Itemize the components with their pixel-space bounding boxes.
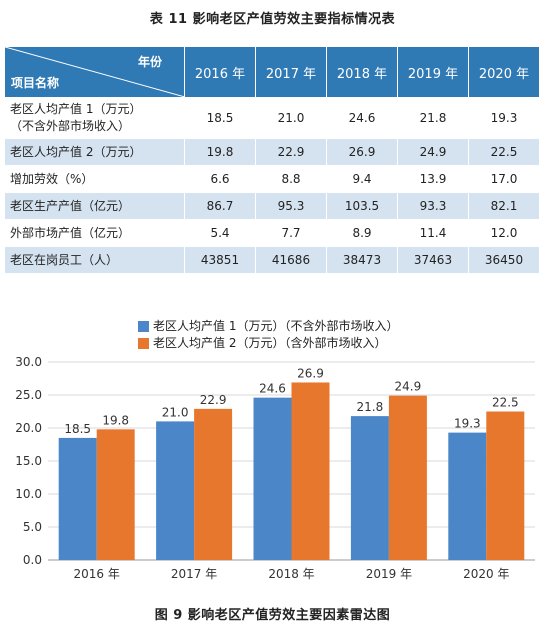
year-header-2018: 2018 年 xyxy=(326,46,398,98)
table-cell: 6.6 xyxy=(184,165,256,193)
year-header-2017: 2017 年 xyxy=(255,46,327,98)
bar-data-label: 24.6 xyxy=(259,382,286,396)
header-year-label: 年份 xyxy=(137,55,162,69)
table-cell: 95.3 xyxy=(255,192,327,220)
x-tick-label: 2018 年 xyxy=(268,567,314,581)
table-cell: 12.0 xyxy=(468,219,540,247)
table-cell: 43851 xyxy=(184,246,256,274)
header-item-label: 项目名称 xyxy=(11,76,60,90)
table-cell: 36450 xyxy=(468,246,540,274)
bar-series-2 xyxy=(486,411,525,560)
bar-data-label: 22.5 xyxy=(492,396,519,410)
bar-series-2 xyxy=(96,429,135,560)
table-cell: 24.9 xyxy=(397,138,469,166)
table-cell: 8.9 xyxy=(326,219,398,247)
y-tick-label: 10.0 xyxy=(15,487,42,501)
table-row: 老区在岗员工（人） 43851 41686 38473 37463 36450 xyxy=(4,246,540,274)
y-tick-label: 30.0 xyxy=(15,355,42,369)
table-cell: 86.7 xyxy=(184,192,256,220)
table-row: 老区生产产值（亿元） 86.7 95.3 103.5 93.3 82.1 xyxy=(4,192,540,220)
bar-data-label: 21.0 xyxy=(162,405,189,419)
x-tick-label: 2019 年 xyxy=(366,567,412,581)
row-label: 外部市场产值（亿元） xyxy=(4,219,185,247)
diagonal-header-cell: 年份 项目名称 xyxy=(4,46,185,98)
row-label: 老区在岗员工（人） xyxy=(4,246,185,274)
table-cell: 41686 xyxy=(255,246,327,274)
legend-label-series-1: 老区人均产值 1（万元）（不含外部市场收入） xyxy=(153,319,399,333)
table-cell: 7.7 xyxy=(255,219,327,247)
x-tick-label: 2016 年 xyxy=(74,567,120,581)
bar-data-label: 19.8 xyxy=(102,413,129,427)
table-cell: 19.8 xyxy=(184,138,256,166)
y-tick-label: 5.0 xyxy=(23,520,42,534)
table-cell: 11.4 xyxy=(397,219,469,247)
table-cell: 5.4 xyxy=(184,219,256,247)
table-cell: 37463 xyxy=(397,246,469,274)
table-title: 表 11 影响老区产值劳效主要指标情况表 xyxy=(149,12,396,27)
bar-data-label: 18.5 xyxy=(64,422,91,436)
table-cell: 103.5 xyxy=(326,192,398,220)
year-header-2016: 2016 年 xyxy=(184,46,256,98)
y-tick-label: 15.0 xyxy=(15,454,42,468)
table-cell: 38473 xyxy=(326,246,398,274)
year-header-2020: 2020 年 xyxy=(468,46,540,98)
table-cell: 9.4 xyxy=(326,165,398,193)
bar-data-label: 21.8 xyxy=(357,400,384,414)
table-cell: 82.1 xyxy=(468,192,540,220)
bar-series-2 xyxy=(194,408,233,560)
row-label: 老区生产产值（亿元） xyxy=(4,192,185,220)
table-row: 增加劳效（%） 6.6 8.8 9.4 13.9 17.0 xyxy=(4,165,540,193)
y-tick-label: 25.0 xyxy=(15,388,42,402)
table-cell: 22.9 xyxy=(255,138,327,166)
table-header-row: 年份 项目名称 2016 年 2017 年 2018 年 2019 年 2020… xyxy=(4,46,540,98)
bar-series-2 xyxy=(291,382,330,560)
table-cell: 24.6 xyxy=(326,97,398,139)
legend-swatch-orange xyxy=(138,338,149,349)
bar-chart: 0.0 5.0 10.0 15.0 20.0 25.0 30.0 18.5 19.8 2016 年… xyxy=(15,355,535,581)
table-cell: 13.9 xyxy=(397,165,469,193)
table-row: 老区人均产值 1（万元） （不含外部市场收入） 18.5 21.0 24.6 21.8 1… xyxy=(4,97,540,139)
table-cell: 8.8 xyxy=(255,165,327,193)
table-row: 老区人均产值 2（万元） 19.8 22.9 26.9 24.9 22.5 xyxy=(4,138,540,166)
table-cell: 22.5 xyxy=(468,138,540,166)
row-label: 老区人均产值 1（万元） （不含外部市场收入） xyxy=(4,97,185,139)
diagonal-line xyxy=(5,47,185,97)
table-cell: 21.8 xyxy=(397,97,469,139)
table-cell: 19.3 xyxy=(468,97,540,139)
x-tick-label: 2017 年 xyxy=(171,567,217,581)
bar-series-1 xyxy=(350,416,389,560)
table-cell: 93.3 xyxy=(397,192,469,220)
row-label: 老区人均产值 2（万元） xyxy=(4,138,185,166)
legend-item-series-1: 老区人均产值 1（万元）（不含外部市场收入） xyxy=(138,318,398,335)
figure-caption: 图 9 影响老区产值劳效主要因素雷达图 xyxy=(154,608,391,623)
bar-series-1 xyxy=(58,437,97,560)
bar-series-1 xyxy=(253,397,292,560)
legend-swatch-blue xyxy=(138,321,149,332)
chart-legend: 老区人均产值 1（万元）（不含外部市场收入） 老区人均产值 2（万元）（含外部市… xyxy=(138,318,398,352)
x-tick-label: 2020 年 xyxy=(463,567,509,581)
legend-item-series-2: 老区人均产值 2（万元）（含外部市场收入） xyxy=(138,335,398,352)
y-tick-label: 20.0 xyxy=(15,421,42,435)
y-tick-label: 0.0 xyxy=(23,553,42,567)
row-label: 增加劳效（%） xyxy=(4,165,185,193)
indicator-table: 年份 项目名称 2016 年 2017 年 2018 年 2019 年 2020… xyxy=(4,46,540,274)
year-header-2019: 2019 年 xyxy=(397,46,469,98)
legend-label-series-2: 老区人均产值 2（万元）（含外部市场收入） xyxy=(153,336,387,350)
bar-data-label: 26.9 xyxy=(297,366,324,380)
bar-data-label: 19.3 xyxy=(454,417,481,431)
table-cell: 17.0 xyxy=(468,165,540,193)
bar-series-1 xyxy=(156,421,195,560)
bar-data-label: 24.9 xyxy=(395,380,422,394)
bar-data-label: 22.9 xyxy=(200,393,227,407)
bar-series-1 xyxy=(448,432,487,560)
bar-series-2 xyxy=(388,395,427,560)
